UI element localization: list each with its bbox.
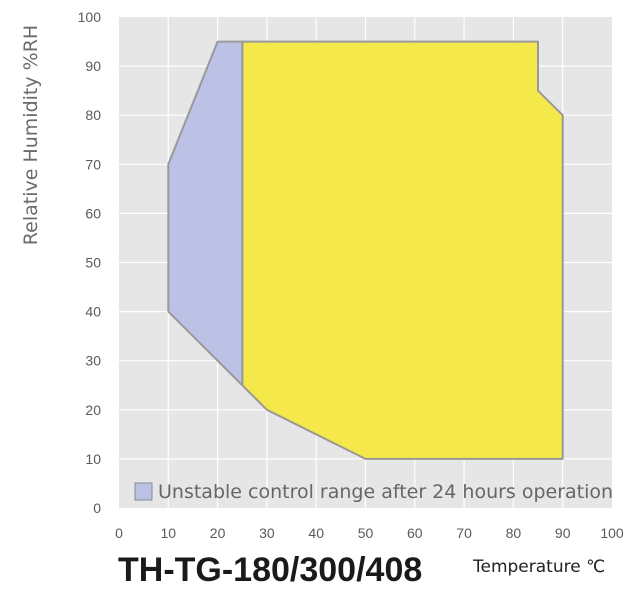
stable-range-region (241, 40, 564, 460)
y-tick-label: 90 (85, 58, 101, 74)
y-axis-ticks: 0 10 20 30 40 50 60 70 80 90 100 (78, 9, 102, 516)
x-tick-label: 70 (456, 525, 472, 541)
legend-swatch-unstable (134, 482, 153, 501)
y-tick-label: 30 (85, 353, 101, 369)
x-tick-label: 60 (407, 525, 423, 541)
x-tick-label: 100 (600, 525, 624, 541)
chart-regions (167, 40, 564, 460)
model-title: TH-TG-180/300/408 (118, 551, 422, 589)
y-tick-label: 40 (85, 304, 101, 320)
y-tick-label: 10 (85, 451, 101, 467)
y-axis-label: Relative Humidity %RH (20, 25, 42, 245)
x-tick-label: 40 (308, 525, 324, 541)
legend: Unstable control range after 24 hours op… (134, 481, 613, 503)
x-tick-label: 30 (259, 525, 275, 541)
x-axis-ticks: 0 10 20 30 40 50 60 70 80 90 100 (115, 525, 624, 541)
y-tick-label: 100 (78, 9, 102, 25)
y-tick-label: 0 (93, 500, 101, 516)
y-tick-label: 50 (85, 255, 101, 271)
legend-label-unstable: Unstable control range after 24 hours op… (158, 481, 613, 503)
unstable-range-region (167, 40, 244, 387)
y-tick-label: 60 (85, 205, 101, 221)
x-tick-label: 10 (161, 525, 177, 541)
x-tick-label: 20 (210, 525, 226, 541)
x-tick-label: 0 (115, 525, 123, 541)
x-tick-label: 80 (506, 525, 522, 541)
x-tick-label: 50 (358, 525, 374, 541)
y-tick-label: 80 (85, 107, 101, 123)
y-tick-label: 70 (85, 156, 101, 172)
y-tick-label: 20 (85, 402, 101, 418)
x-axis-label: Temperature ℃ (472, 557, 605, 577)
x-tick-label: 90 (555, 525, 571, 541)
